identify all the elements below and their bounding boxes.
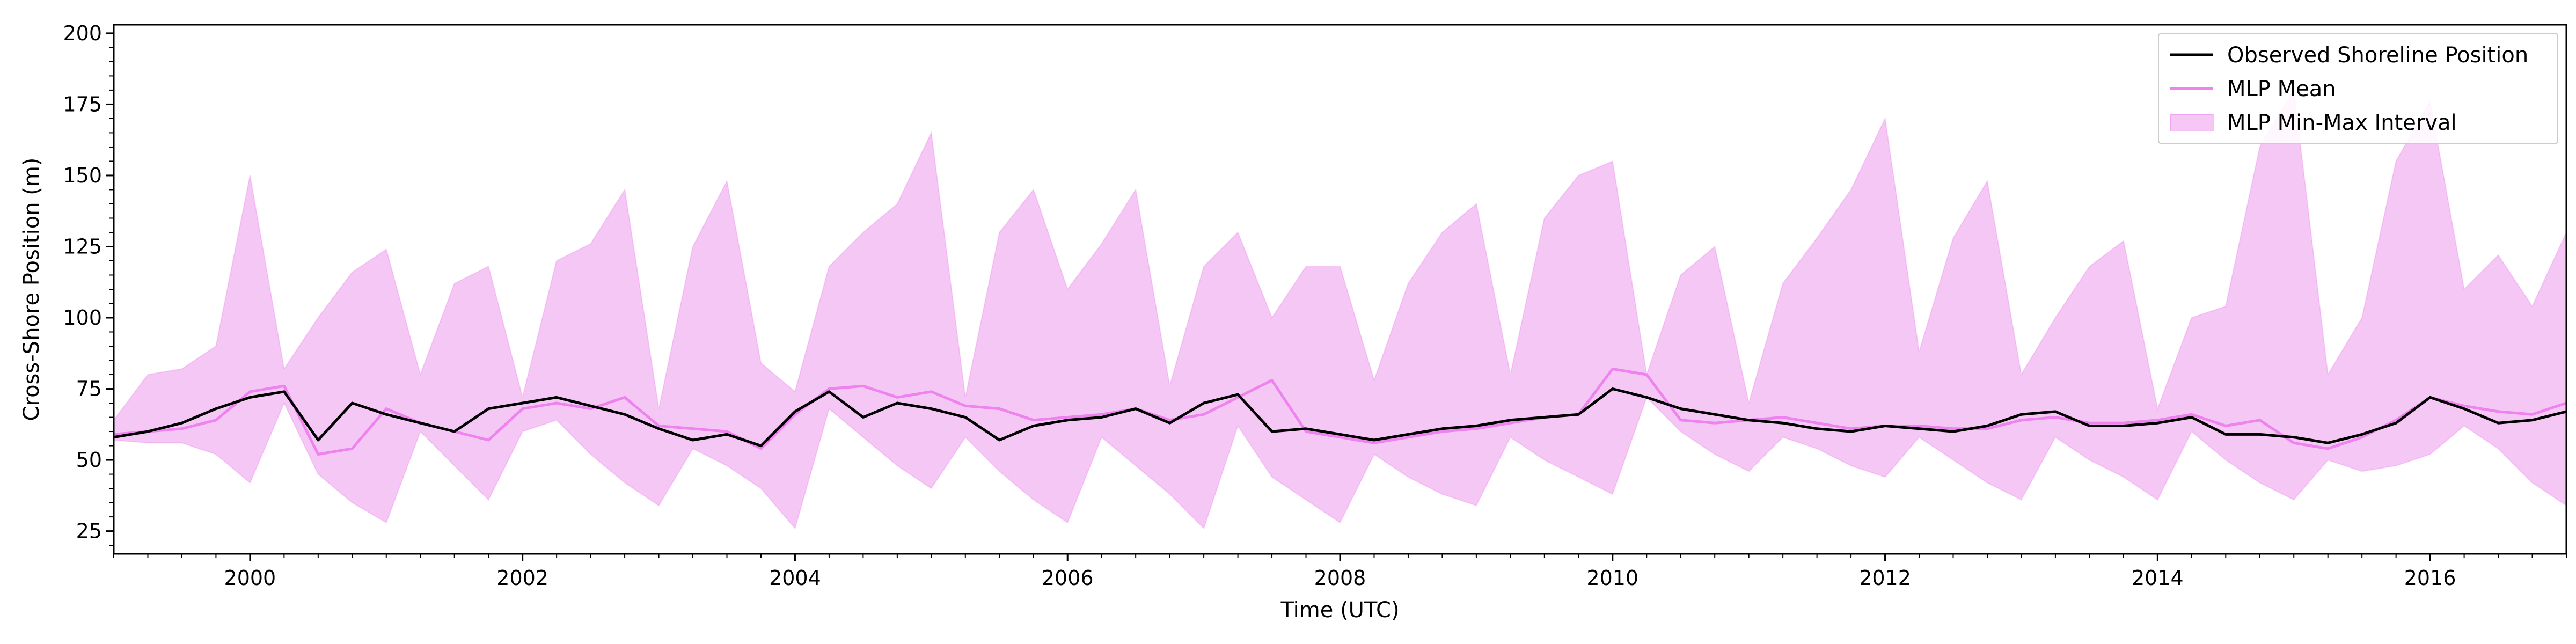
legend-box bbox=[2158, 33, 2558, 144]
y-tick-label: 75 bbox=[76, 377, 102, 401]
interval-band-layer bbox=[114, 88, 2566, 530]
x-tick-label: 2008 bbox=[1314, 566, 1366, 590]
y-tick-label: 25 bbox=[76, 519, 102, 543]
x-tick-label: 2014 bbox=[2132, 566, 2184, 590]
legend-label-mlp-interval: MLP Min-Max Interval bbox=[2227, 111, 2457, 135]
observed-line-layer bbox=[114, 387, 2566, 448]
legend: Observed Shoreline Position MLP Mean MLP… bbox=[2158, 33, 2558, 144]
x-tick-label: 2002 bbox=[496, 566, 548, 590]
x-tick-label: 2016 bbox=[2404, 566, 2456, 590]
x-tick-label: 2000 bbox=[224, 566, 276, 590]
x-axis: 2000 2002 2004 2006 2008 2010 2012 2014 2016 bbox=[113, 554, 2567, 590]
y-axis-label: Cross-Shore Position (m) bbox=[19, 158, 44, 421]
y-tick-label: 50 bbox=[76, 448, 102, 472]
x-tick-label: 2012 bbox=[1859, 566, 1911, 590]
x-tick-label: 2004 bbox=[769, 566, 821, 590]
y-tick-label: 150 bbox=[63, 164, 102, 187]
y-tick-label: 200 bbox=[63, 21, 102, 45]
y-tick-label: 125 bbox=[63, 235, 102, 258]
x-axis-label: Time (UTC) bbox=[1280, 598, 1399, 623]
mean-line-layer bbox=[114, 367, 2566, 456]
mlp-min-max-interval-band bbox=[114, 88, 2566, 530]
y-axis: 25 50 75 100 125 150 175 200 bbox=[63, 21, 114, 546]
legend-swatch-mlp-interval bbox=[2170, 114, 2214, 131]
observed-shoreline-line bbox=[114, 387, 2566, 448]
x-tick-label: 2006 bbox=[1042, 566, 1094, 590]
x-tick-label: 2010 bbox=[1586, 566, 1638, 590]
plot-area bbox=[114, 88, 2566, 530]
legend-label-observed: Observed Shoreline Position bbox=[2227, 43, 2528, 68]
y-tick-label: 100 bbox=[63, 306, 102, 330]
legend-label-mlp-mean: MLP Mean bbox=[2227, 77, 2336, 101]
y-tick-label: 175 bbox=[63, 92, 102, 116]
mlp-mean-line bbox=[114, 367, 2566, 456]
